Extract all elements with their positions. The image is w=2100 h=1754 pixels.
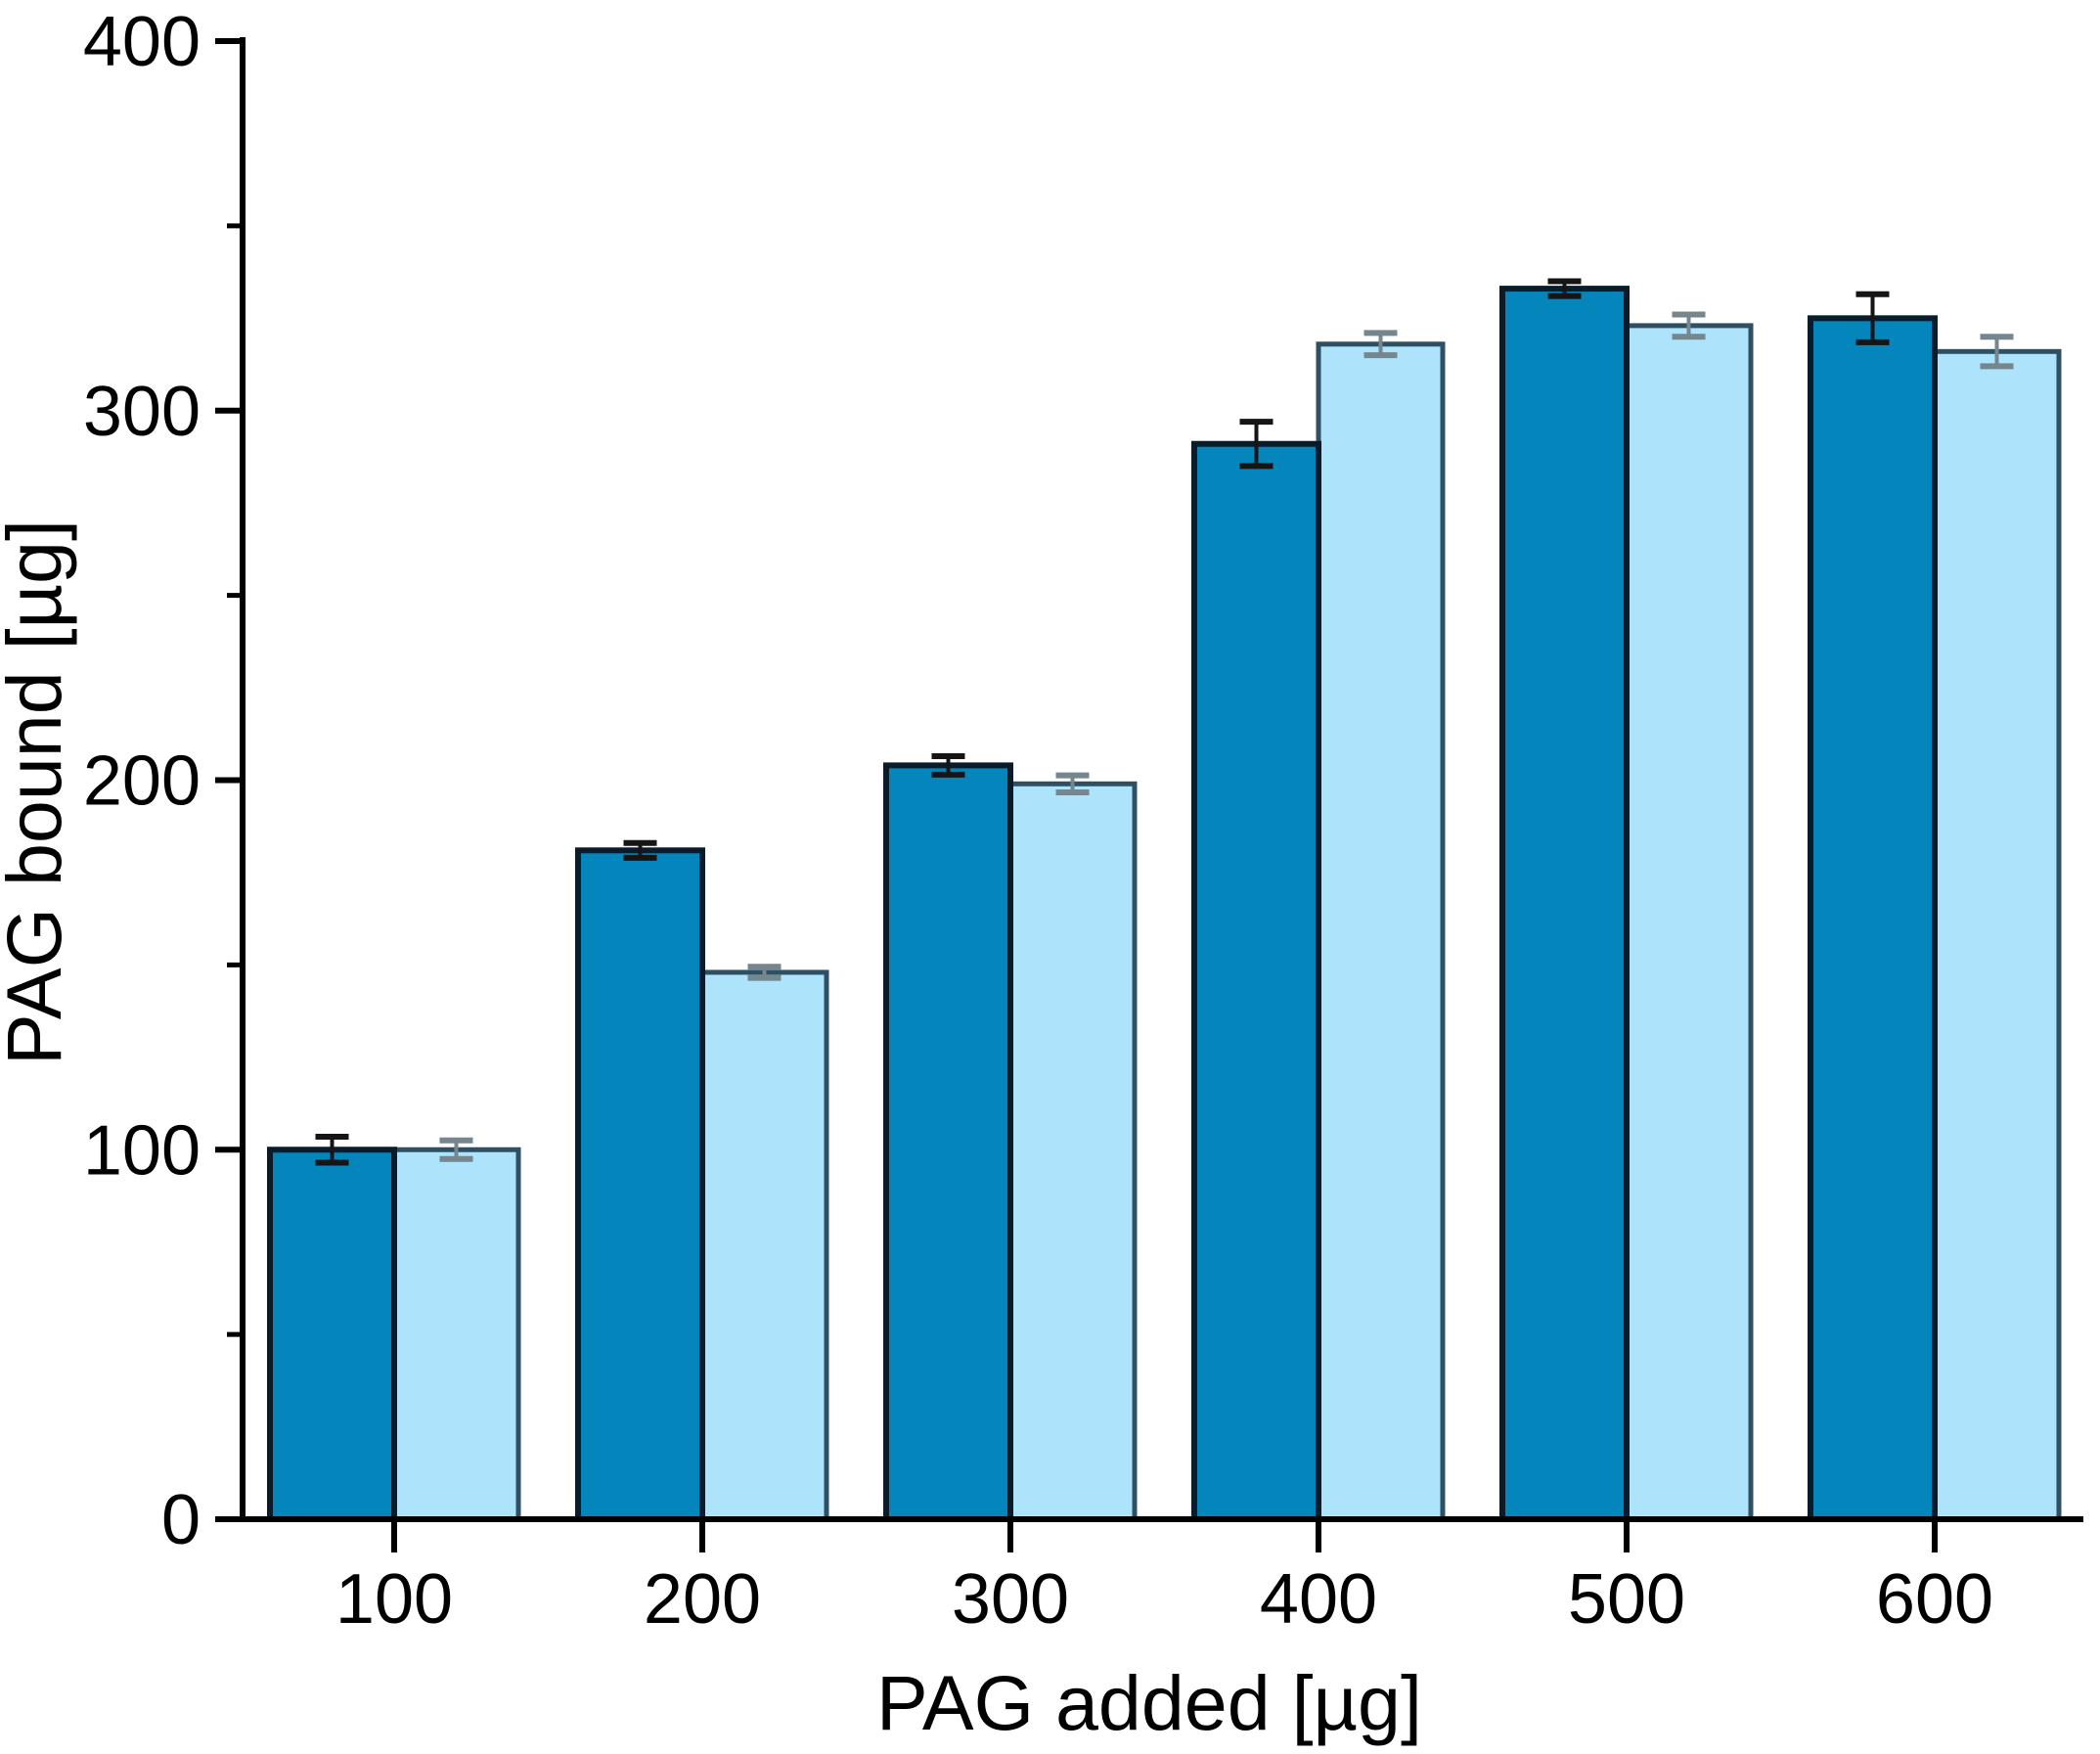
x-tick-label-200: 200 (644, 1560, 761, 1639)
tick-labels-layer: 0 100 200 300 400 100 200 300 400 500 600 (83, 3, 1993, 1639)
y-tick-label-0: 0 (161, 1481, 201, 1559)
errorbar-light-blue-bars-600 (1980, 334, 2014, 370)
errorbar-dark-blue-bars-400 (1239, 419, 1273, 470)
y-tick-label-300: 300 (83, 373, 201, 451)
bar-light-blue-bars-100 (391, 1147, 521, 1522)
bar-light-blue-bars-500 (1624, 323, 1754, 1522)
errorbar-light-blue-bars-300 (1055, 772, 1090, 795)
bar-light-blue-bars-200 (699, 969, 829, 1522)
bar-dark-blue-bars-600 (1808, 315, 1938, 1522)
bar-light-blue-bars-600 (1932, 348, 2062, 1522)
bar-dark-blue-bars-300 (883, 762, 1013, 1522)
y-tick-label-200: 200 (83, 742, 201, 821)
x-tick-label-600: 600 (1876, 1560, 1993, 1639)
x-tick-label-500: 500 (1568, 1560, 1685, 1639)
bar-dark-blue-bars-200 (575, 847, 705, 1522)
bar-light-blue-bars-400 (1316, 341, 1446, 1522)
errorbar-dark-blue-bars-500 (1547, 278, 1582, 299)
y-tick-label-100: 100 (83, 1111, 201, 1190)
y-axis-title: PAG bound [µg] (0, 519, 77, 1065)
y-tick-label-400: 400 (83, 3, 201, 81)
errorbar-light-blue-bars-500 (1672, 311, 1706, 340)
bar-dark-blue-bars-500 (1499, 286, 1630, 1522)
bar-dark-blue-bars-100 (267, 1147, 397, 1522)
errorbar-dark-blue-bars-300 (931, 752, 965, 778)
axes-layer (215, 37, 2083, 1552)
x-tick-label-100: 100 (335, 1560, 453, 1639)
x-tick-label-300: 300 (952, 1560, 1069, 1639)
bar-dark-blue-bars-400 (1191, 440, 1321, 1522)
x-axis-title: PAG added [µg] (876, 1659, 1422, 1746)
errorbar-dark-blue-bars-600 (1855, 291, 1890, 345)
errorbar-light-blue-bars-400 (1363, 330, 1398, 359)
errorbar-dark-blue-bars-200 (623, 839, 657, 861)
errorbar-light-blue-bars-100 (439, 1137, 473, 1162)
bar-light-blue-bars-300 (1007, 781, 1138, 1522)
x-tick-label-400: 400 (1260, 1560, 1377, 1639)
error-bars-layer (315, 278, 2014, 1166)
errorbar-dark-blue-bars-100 (315, 1134, 349, 1166)
bars-layer (267, 286, 2062, 1522)
errorbar-light-blue-bars-200 (747, 964, 782, 981)
